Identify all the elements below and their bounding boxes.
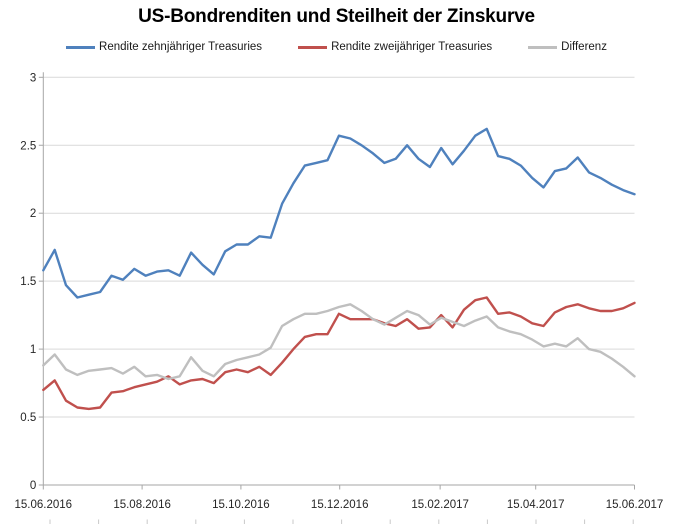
legend-line-swatch-gray <box>528 45 558 49</box>
series-line-1 <box>42 296 636 411</box>
x-axis-label: 15.02.2017 <box>411 499 469 511</box>
x-axis-label: 15.06.2017 <box>606 499 664 511</box>
legend-line-swatch-red <box>298 45 328 49</box>
y-axis-label: 2 <box>30 208 36 220</box>
chart-title: US-Bondrenditen und Steilheit der Zinsku… <box>138 6 535 27</box>
series-line-0 <box>42 127 636 299</box>
y-axis-label: 2.5 <box>20 140 36 152</box>
x-axis-label: 15.10.2016 <box>212 499 270 511</box>
legend-item-differenz: Differenz <box>528 41 607 53</box>
x-axis-label: 15.08.2016 <box>113 499 171 511</box>
x-axis-label: 15.04.2017 <box>507 499 565 511</box>
y-axis-label: 0.5 <box>20 412 36 424</box>
x-axis-label: 15.12.2016 <box>311 499 369 511</box>
x-axis-label: 15.06.2016 <box>15 499 73 511</box>
y-axis-label: 1.5 <box>20 276 36 288</box>
legend-item-10y-treasuries: Rendite zehnjähriger Treasuries <box>66 41 262 53</box>
y-axis-label: 0 <box>30 480 36 492</box>
y-axis-label: 3 <box>30 72 36 84</box>
legend-label-10y: Rendite zehnjähriger Treasuries <box>99 41 263 53</box>
legend-line-swatch-blue <box>66 45 96 49</box>
legend-label-differenz: Differenz <box>561 41 607 53</box>
y-axis-label: 1 <box>30 344 36 356</box>
legend-item-2y-treasuries: Rendite zweijähriger Treasuries <box>298 41 492 53</box>
legend: Rendite zehnjähriger Treasuries Rendite … <box>0 41 673 53</box>
legend-label-2y: Rendite zweijähriger Treasuries <box>331 41 493 53</box>
series-line-2 <box>42 303 636 381</box>
